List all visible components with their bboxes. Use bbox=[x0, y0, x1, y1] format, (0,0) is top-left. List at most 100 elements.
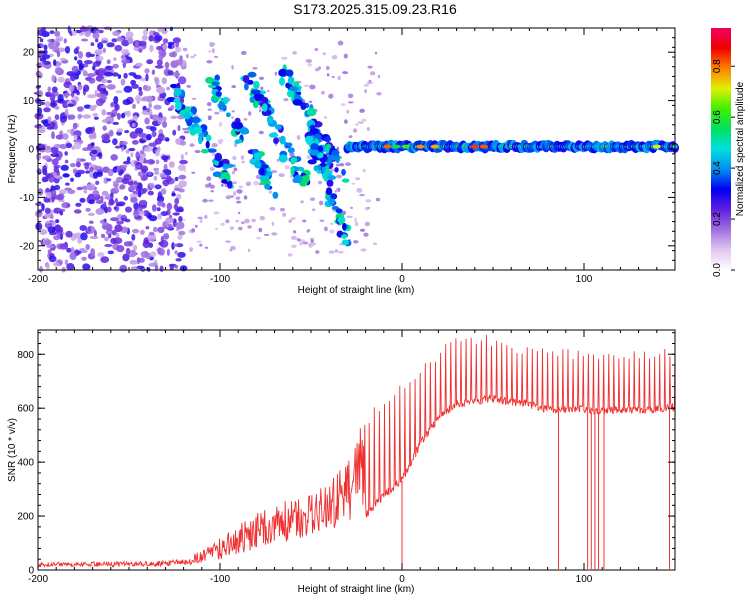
carrier-peak bbox=[652, 144, 661, 149]
noise-blob bbox=[48, 174, 55, 183]
noise-blob bbox=[343, 53, 348, 59]
noise-blob bbox=[88, 77, 96, 84]
noise-blob bbox=[91, 142, 95, 146]
noise-blob bbox=[67, 129, 72, 134]
echo-blob bbox=[295, 91, 302, 96]
noise-blob bbox=[97, 42, 104, 50]
echo-blob bbox=[338, 219, 344, 225]
noise-blob bbox=[125, 31, 134, 39]
noise-blob bbox=[111, 38, 118, 43]
noise-blob bbox=[47, 249, 52, 254]
noise-blob bbox=[41, 176, 47, 183]
echo-blob bbox=[341, 234, 348, 239]
noise-blob bbox=[69, 163, 76, 168]
noise-blob bbox=[149, 184, 155, 189]
noise-blob bbox=[138, 90, 143, 97]
echo-blob bbox=[307, 159, 317, 165]
noise-blob bbox=[106, 59, 111, 65]
noise-blob bbox=[84, 30, 91, 37]
noise-blob bbox=[231, 170, 236, 175]
noise-blob bbox=[281, 56, 288, 60]
noise-blob bbox=[170, 115, 178, 120]
noise-blob bbox=[207, 108, 212, 111]
snr-ticks: -200 -100 0 100 0 200 400 600 800 bbox=[17, 330, 676, 585]
noise-blob bbox=[186, 53, 189, 59]
noise-blob bbox=[38, 143, 44, 150]
noise-blob bbox=[232, 181, 237, 184]
noise-blob bbox=[41, 119, 49, 125]
noise-blob bbox=[135, 151, 140, 160]
noise-blob bbox=[82, 70, 88, 77]
noise-blob bbox=[367, 65, 373, 69]
noise-blob bbox=[235, 220, 239, 223]
noise-blob bbox=[178, 230, 186, 236]
noise-blob bbox=[119, 184, 126, 190]
noise-blob bbox=[135, 62, 143, 67]
noise-blob bbox=[148, 262, 158, 267]
carrier-peak bbox=[430, 144, 439, 149]
noise-blob bbox=[303, 84, 310, 87]
noise-blob bbox=[95, 57, 99, 61]
noise-blob bbox=[177, 206, 184, 212]
noise-blob bbox=[115, 102, 119, 111]
noise-blob bbox=[194, 149, 201, 154]
noise-blob bbox=[95, 98, 104, 107]
echo-blob bbox=[273, 137, 279, 144]
noise-blob bbox=[134, 94, 142, 103]
noise-blob bbox=[326, 73, 330, 77]
echo-blob bbox=[192, 116, 201, 124]
noise-blob bbox=[338, 250, 344, 254]
noise-blob bbox=[154, 65, 164, 69]
noise-blob bbox=[182, 47, 188, 52]
noise-blob bbox=[241, 221, 245, 225]
noise-blob bbox=[101, 78, 107, 84]
noise-blob bbox=[206, 176, 212, 182]
noise-blob bbox=[160, 188, 167, 195]
noise-blob bbox=[219, 138, 224, 142]
noise-blob bbox=[53, 59, 57, 66]
noise-blob bbox=[53, 166, 59, 173]
colorbar: 0.0 0.2 0.4 0.6 0.8 Normalized spectral ampl… bbox=[711, 28, 746, 277]
noise-blob bbox=[302, 219, 307, 223]
noise-blob bbox=[152, 226, 158, 233]
noise-blob bbox=[100, 256, 110, 263]
noise-blob bbox=[155, 149, 160, 157]
echo-blob bbox=[285, 82, 291, 89]
noise-blob bbox=[306, 155, 312, 160]
noise-blob bbox=[107, 168, 114, 177]
noise-blob bbox=[169, 26, 173, 32]
noise-blob bbox=[289, 152, 295, 157]
noise-blob bbox=[34, 112, 44, 120]
noise-blob bbox=[41, 54, 51, 59]
noise-blob bbox=[337, 187, 341, 192]
noise-blob bbox=[119, 141, 128, 146]
echo-blob bbox=[247, 71, 257, 78]
echo-blob bbox=[325, 187, 333, 196]
noise-blob bbox=[127, 37, 134, 45]
noise-blob bbox=[260, 86, 264, 91]
echo-blob bbox=[215, 91, 222, 97]
noise-blob bbox=[174, 176, 179, 182]
echo-blob bbox=[184, 106, 191, 114]
echo-blob bbox=[226, 173, 231, 182]
noise-blob bbox=[213, 211, 220, 215]
noise-blob bbox=[148, 35, 154, 42]
noise-blob bbox=[104, 243, 113, 248]
noise-blob bbox=[42, 155, 51, 160]
noise-blob bbox=[68, 84, 75, 92]
noise-blob bbox=[258, 130, 264, 135]
noise-blob bbox=[64, 46, 71, 54]
noise-blob bbox=[116, 112, 121, 120]
noise-blob bbox=[44, 239, 52, 246]
noise-blob bbox=[59, 115, 67, 123]
noise-blob bbox=[233, 167, 238, 172]
noise-blob bbox=[74, 172, 82, 178]
noise-blob bbox=[63, 38, 67, 44]
y-tick-label: 0 bbox=[28, 145, 34, 156]
noise-blob bbox=[172, 129, 177, 136]
noise-blob bbox=[146, 107, 151, 113]
noise-blob bbox=[174, 197, 180, 205]
noise-blob bbox=[86, 225, 96, 234]
noise-blob bbox=[231, 110, 235, 113]
noise-blob bbox=[56, 50, 61, 58]
